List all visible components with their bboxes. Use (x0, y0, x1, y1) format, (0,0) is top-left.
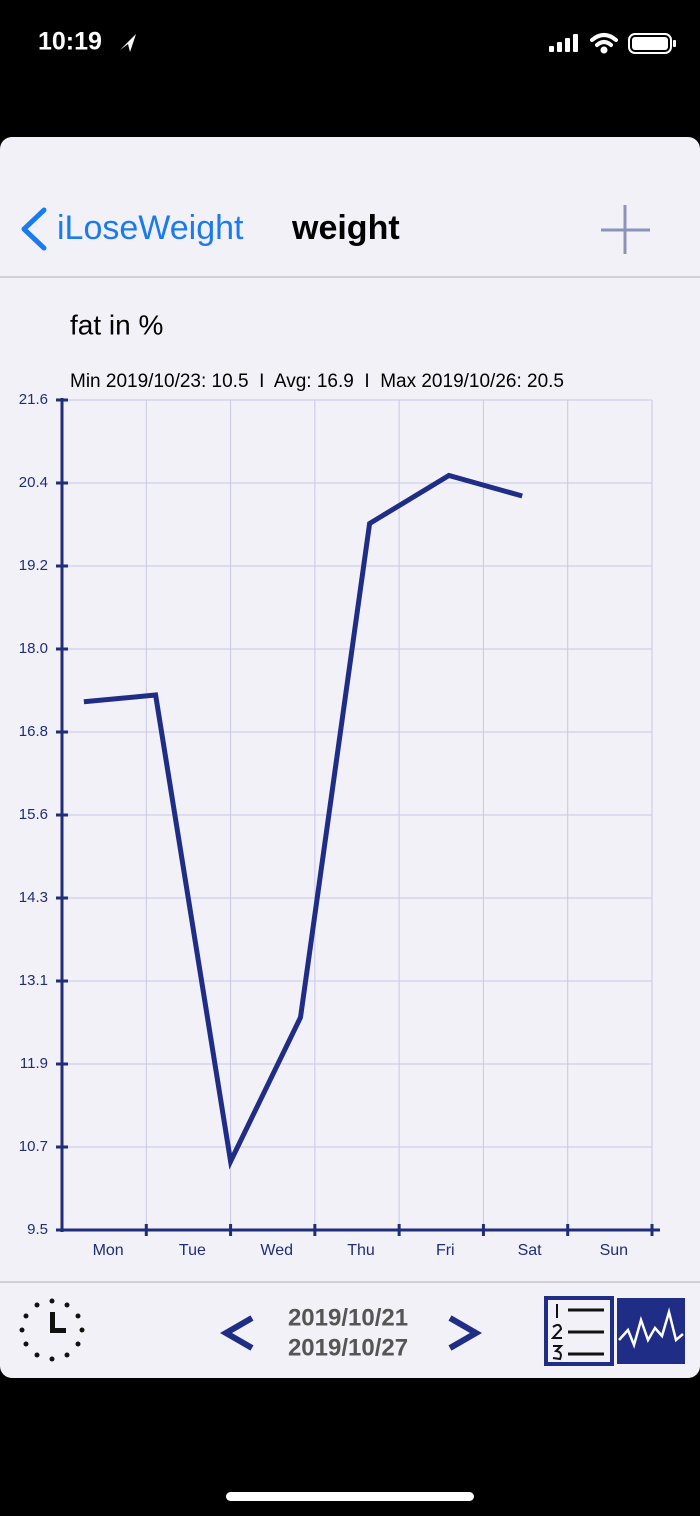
date-end: 2019/10/27 (288, 1334, 408, 1361)
battery-tip (673, 40, 676, 47)
x-tick-label: Sun (600, 1242, 628, 1259)
y-tick-label: 13.1 (19, 972, 48, 989)
back-chevron[interactable] (21, 207, 47, 251)
status-time: 10:19 (38, 28, 102, 56)
y-tick-label: 14.3 (19, 889, 48, 906)
date-start: 2019/10/21 (288, 1304, 408, 1331)
app-card (0, 137, 700, 1378)
back-button[interactable]: iLoseWeight (57, 209, 244, 247)
y-tick-label: 21.6 (19, 391, 48, 408)
y-tick-label: 20.4 (19, 474, 48, 491)
wifi-icon (590, 33, 618, 54)
y-tick-label: 15.6 (19, 806, 48, 823)
location-icon (120, 34, 136, 52)
nav-title: weight (291, 209, 400, 247)
battery-icon (628, 33, 672, 54)
y-tick-label: 16.8 (19, 723, 48, 740)
x-tick-label: Fri (436, 1242, 455, 1259)
x-tick-label: Wed (260, 1242, 293, 1259)
chart-title: fat in % (70, 309, 163, 340)
chart-icon[interactable] (617, 1298, 685, 1364)
prev-week-button[interactable] (219, 1315, 254, 1351)
x-tick-label: Thu (347, 1242, 375, 1259)
y-tick-label: 11.9 (20, 1055, 48, 1072)
next-week-button[interactable] (448, 1315, 483, 1351)
list-icon[interactable] (544, 1296, 614, 1366)
plot: 9.5 10.7 11.9 13.1 14.3 15.6 16.8 18.0 19.2 20.4 2… (19, 391, 660, 1259)
chart-subtitle: Min 2019/10/23: 10.5 I Avg: 16.9 I Max 2… (70, 371, 564, 392)
signal-icon (549, 34, 578, 52)
x-tick-label: Tue (179, 1242, 206, 1259)
data-line (83, 472, 523, 1170)
battery-level (632, 37, 668, 50)
y-tick-label: 18.0 (19, 640, 48, 657)
clock-icon[interactable] (19, 1298, 85, 1362)
home-indicator (226, 1492, 474, 1501)
x-tick-label: Mon (93, 1242, 124, 1259)
add-button[interactable] (601, 205, 650, 254)
y-tick-label: 9.5 (27, 1221, 48, 1238)
y-tick-label: 19.2 (19, 557, 48, 574)
x-tick-label: Sat (518, 1242, 543, 1259)
y-tick-label: 10.7 (19, 1138, 48, 1155)
